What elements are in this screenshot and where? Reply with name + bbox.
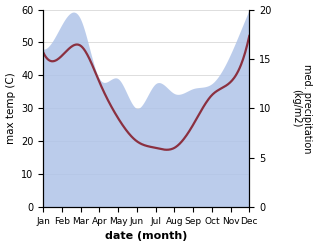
Y-axis label: med. precipitation
(kg/m2): med. precipitation (kg/m2): [291, 64, 313, 153]
X-axis label: date (month): date (month): [105, 231, 187, 242]
Y-axis label: max temp (C): max temp (C): [5, 72, 16, 144]
